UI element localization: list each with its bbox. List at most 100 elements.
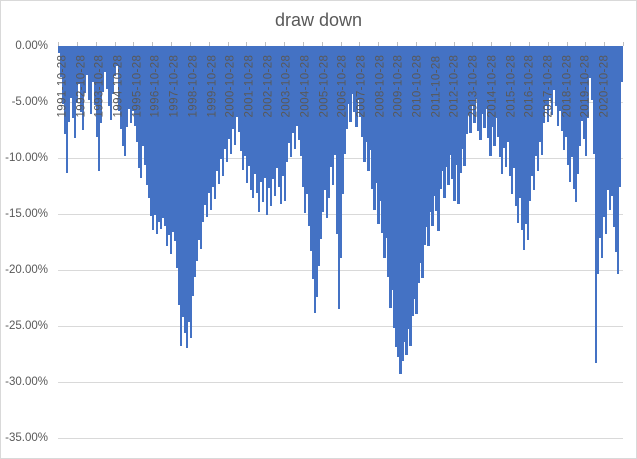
- drawdown-bar: [183, 46, 187, 333]
- drawdown-bar: [501, 46, 504, 174]
- drawdown-bar: [353, 46, 356, 113]
- drawdown-bar: [331, 46, 334, 185]
- drawdown-bar: [231, 46, 234, 129]
- drawdown-bar: [477, 46, 480, 132]
- drawdown-bar: [153, 46, 157, 216]
- drawdown-bar: [587, 46, 590, 118]
- drawdown-bar: [457, 46, 460, 204]
- x-axis-label: 2012-10-28: [448, 54, 461, 118]
- x-axis-label: 2011-10-28: [430, 55, 443, 118]
- y-axis-label: -30.00%: [5, 376, 48, 388]
- drawdown-bar: [553, 46, 556, 90]
- drawdown-bar: [463, 46, 466, 166]
- drawdown-bar: [199, 46, 203, 249]
- drawdown-bar: [533, 46, 536, 191]
- drawdown-bar: [609, 46, 612, 210]
- drawdown-bar: [63, 46, 67, 135]
- drawdown-bar: [271, 46, 274, 180]
- drawdown-bar: [177, 46, 181, 305]
- drawdown-bar: [549, 46, 552, 98]
- x-axis-label: 2014-10-28: [486, 54, 499, 118]
- axis-tick: [359, 42, 361, 46]
- drawdown-bar: [519, 46, 522, 199]
- drawdown-bar: [283, 46, 286, 201]
- gridline: [58, 438, 623, 439]
- drawdown-bar: [305, 46, 308, 194]
- drawdown-bar: [333, 46, 336, 155]
- drawdown-bar: [291, 46, 294, 134]
- drawdown-bar: [321, 46, 324, 212]
- axis-tick: [208, 42, 210, 46]
- axis-tick: [171, 42, 172, 46]
- axis-tick: [378, 42, 380, 46]
- drawdown-bar: [71, 46, 75, 118]
- axis-tick: [284, 42, 285, 46]
- drawdown-bar: [469, 46, 472, 134]
- gridline: [58, 382, 623, 383]
- drawdown-bar: [115, 46, 119, 67]
- drawdown-bar: [79, 46, 83, 113]
- drawdown-bar: [515, 46, 518, 207]
- drawdown-bar: [541, 46, 544, 155]
- y-axis-label: -25.00%: [5, 320, 48, 332]
- drawdown-bar: [221, 46, 224, 176]
- drawdown-bar: [113, 46, 117, 77]
- axis-tick: [434, 42, 436, 46]
- x-axis-label: 2019-10-28: [579, 54, 592, 118]
- drawdown-bar: [58, 46, 61, 53]
- drawdown-bar: [129, 46, 133, 124]
- drawdown-bar: [397, 46, 400, 358]
- drawdown-bar: [613, 46, 616, 228]
- drawdown-bar: [307, 46, 310, 227]
- x-axis-label: 1997-10-28: [168, 54, 181, 118]
- drawdown-bar: [455, 46, 458, 165]
- drawdown-bar: [325, 46, 328, 219]
- drawdown-bar: [217, 46, 220, 184]
- drawdown-bar: [225, 46, 228, 163]
- drawdown-bar: [525, 46, 528, 225]
- drawdown-bar: [543, 46, 546, 124]
- drawdown-bar: [121, 46, 125, 146]
- chart-title: draw down: [274, 10, 363, 30]
- drawdown-bar: [377, 46, 380, 225]
- drawdown-bar: [247, 46, 250, 166]
- drawdown-bar: [511, 46, 514, 194]
- drawdown-bar: [509, 46, 512, 176]
- drawdown-bar: [83, 46, 87, 94]
- drawdown-bar: [277, 46, 280, 188]
- x-axis-label: 2006-10-28: [336, 54, 349, 118]
- drawdown-bar: [89, 46, 93, 115]
- axis-tick: [227, 42, 229, 46]
- drawdown-bar: [303, 46, 306, 213]
- drawdown-bar: [233, 46, 236, 145]
- drawdown-bar: [471, 46, 474, 107]
- drawdown-bar: [441, 46, 444, 172]
- drawdown-bar: [433, 46, 436, 197]
- drawdown-bar: [163, 46, 167, 227]
- drawdown-bar: [309, 46, 312, 251]
- drawdown-bar: [577, 46, 580, 174]
- gridline: [58, 270, 623, 271]
- drawdown-bar: [591, 46, 594, 100]
- drawdown-bar: [181, 46, 185, 318]
- drawdown-bar: [517, 46, 520, 223]
- x-axis-label: 2000-10-28: [224, 54, 237, 118]
- drawdown-bar: [297, 46, 300, 141]
- drawdown-bar: [137, 46, 141, 169]
- x-axis-label: 1998-10-28: [187, 54, 200, 118]
- drawdown-bar: [413, 46, 416, 300]
- drawdown-bar: [69, 46, 73, 98]
- drawdown-bar: [429, 46, 432, 212]
- x-axis-label: 2015-10-28: [505, 54, 518, 118]
- y-axis-label: -20.00%: [5, 264, 48, 276]
- drawdown-bar: [453, 46, 456, 201]
- axis-tick: [491, 42, 493, 46]
- drawdown-bar: [293, 46, 296, 150]
- drawdown-bar: [317, 46, 320, 266]
- drawdown-bar: [539, 46, 542, 143]
- drawdown-bar: [111, 46, 115, 95]
- drawdown-bar: [579, 46, 582, 146]
- drawdown-bar: [161, 46, 165, 219]
- drawdown-bar: [399, 46, 402, 375]
